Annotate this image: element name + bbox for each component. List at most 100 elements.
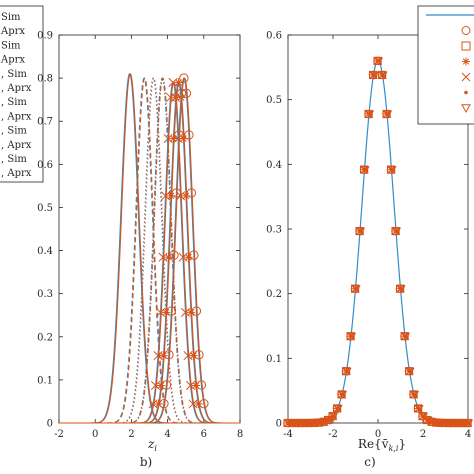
chart-panel-c: -4 -2 0 2 4 0 0.1 0.2 0.3 0.4 0.5 0.6 Re{v̄k,i} [266, 31, 474, 453]
marker-triangle-down [405, 367, 415, 376]
left-legend-box [0, 5, 44, 183]
marker-triangle-down [288, 419, 298, 428]
y-tick-label: 0.2 [266, 289, 282, 300]
series-6-marker [154, 399, 163, 409]
series-7-marker [189, 250, 199, 260]
series-7-marker [159, 398, 169, 409]
marker-triangle-down [320, 418, 330, 427]
legend-marker-dot [464, 90, 468, 95]
marker-triangle-down [351, 285, 361, 294]
series-7-marker [179, 73, 189, 83]
series-6-marker [159, 351, 168, 360]
series-6-marker [171, 93, 181, 102]
y-tick-label: 0.8 [37, 74, 53, 85]
legend-marker-* [462, 57, 470, 66]
marker-triangle-down [306, 419, 316, 428]
y-tick-label: 0 [276, 419, 282, 430]
marker-triangle-down [414, 405, 424, 414]
y-tick-label: 0.5 [266, 95, 282, 106]
marker-triangle-down [464, 419, 474, 428]
marker-triangle-down [324, 416, 334, 425]
right-legend [417, 5, 474, 125]
marker-triangle-down [311, 419, 321, 428]
legend-marker-o [461, 26, 471, 35]
legend-entry: , Sim [1, 97, 27, 108]
marker-triangle-down [392, 227, 402, 236]
series-6-marker [194, 399, 203, 409]
series-7-marker [191, 306, 202, 316]
marker-triangle-down [450, 419, 460, 428]
marker-triangle-down [360, 166, 370, 175]
legend-entry: Aprx [0, 26, 25, 37]
series-7-marker [174, 130, 184, 140]
series-7-marker [184, 130, 194, 140]
y-tick-label: 0.1 [266, 354, 282, 365]
y-tick-label: 0.4 [266, 160, 282, 171]
series-7-marker [199, 398, 209, 409]
legend-entry: , Aprx [1, 140, 32, 151]
x-axis-label-close: } [398, 437, 406, 451]
series-6-marker [166, 191, 176, 201]
legend-marker-triangle-down [461, 104, 471, 114]
series-7-marker [196, 380, 207, 390]
series-2-aprx-line [59, 77, 240, 424]
marker-triangle-down [293, 419, 303, 428]
series-6-marker [189, 351, 198, 360]
x-axis-label-main: Re{v̄ [358, 437, 389, 451]
marker-triangle-down [342, 367, 352, 376]
series-7-marker [164, 350, 174, 360]
marker-triangle-down [432, 419, 442, 428]
series-6-marker [169, 134, 178, 143]
legend-marker-square [461, 41, 471, 51]
series-6-marker [174, 78, 183, 87]
x-axis-label-subscript: i [154, 444, 157, 453]
x-tick-label: -2 [328, 429, 338, 440]
legend-marker-x [461, 72, 471, 82]
series-7-marker [176, 88, 187, 98]
x-axis-label-c: Re{v̄k,i} [358, 437, 406, 453]
series-7-marker [194, 350, 204, 360]
series-6-marker [191, 381, 201, 390]
marker-triangle-down [387, 166, 397, 175]
panel-label-b: b) [140, 455, 152, 469]
marker-triangle-down [383, 110, 393, 119]
marker-triangle-down [419, 412, 429, 421]
series-6-marker [181, 191, 191, 201]
marker-triangle-down [338, 391, 348, 400]
x-tick-label: 2 [128, 429, 134, 440]
series-6-marker [161, 308, 171, 317]
legend-entry: Aprx [0, 55, 25, 66]
series-6-marker [164, 253, 173, 262]
x-tick-label: 4 [465, 429, 471, 440]
marker-triangle-down [284, 419, 294, 428]
legend-entry: , Sim [1, 126, 27, 137]
marker-triangle-down [365, 110, 375, 119]
marker-triangle-down [302, 419, 312, 428]
y-tick-label: 0.1 [37, 375, 53, 386]
x-tick-label: 2 [420, 429, 426, 440]
legend-entry: , Sim [1, 69, 27, 80]
series-7-marker [181, 88, 192, 98]
x-axis-label-subscript: k,i [388, 444, 398, 453]
y-tick-label: 0.4 [37, 246, 53, 257]
plot-frame [58, 34, 241, 424]
series-6-marker [186, 308, 196, 317]
marker-triangle-down [356, 227, 366, 236]
x-tick-label: -2 [54, 429, 64, 440]
x-axis-label-main: z [147, 437, 155, 451]
series-6-marker [156, 381, 166, 390]
x-tick-label: 0 [375, 429, 381, 440]
x-tick-label: -4 [283, 429, 293, 440]
marker-triangle-down [315, 419, 325, 428]
legend-entry: Sim [1, 12, 21, 23]
marker-triangle-down [297, 419, 307, 428]
legend-entry: , Aprx [1, 168, 32, 179]
series-7-marker [171, 188, 182, 198]
marker-triangle-down [437, 419, 447, 428]
marker-triangle-down [329, 412, 339, 421]
x-tick-label: 0 [92, 429, 98, 440]
y-tick-label: 0.6 [37, 160, 53, 171]
y-tick-label: 0.2 [37, 332, 53, 343]
marker-triangle-down [369, 71, 379, 80]
marker-triangle-down [441, 419, 451, 428]
